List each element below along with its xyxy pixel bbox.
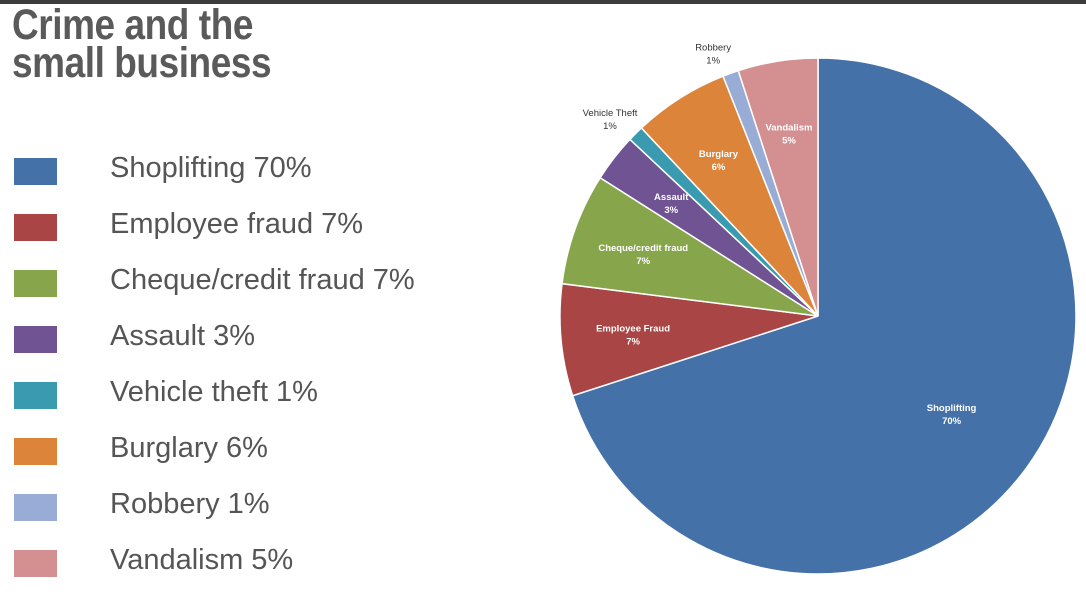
pie-labels: Shoplifting 70%Employee Fraud 7%Cheque/cre…	[583, 43, 977, 428]
slice-value: 7%	[636, 256, 650, 267]
slice-value: 1%	[603, 121, 617, 132]
legend-item-shoplifting: Shoplifting 70%	[14, 144, 534, 200]
legend-swatch	[14, 326, 57, 353]
slice-value: 1%	[706, 56, 720, 67]
legend-item-vandalism: Vandalism 5%	[14, 536, 534, 592]
slide-title: Crime and the small business	[12, 1, 272, 87]
slice-name: Assault	[654, 192, 689, 203]
pie-slice-employee-fraud	[559, 282, 819, 397]
slice-name: Vandalism	[765, 123, 812, 134]
legend-label: Vandalism 5%	[110, 544, 294, 576]
pie-slices	[559, 57, 1077, 575]
legend-item-assault: Assault 3%	[14, 312, 534, 368]
legend-label: Employee fraud 7%	[110, 208, 364, 240]
legend-swatch	[14, 550, 57, 577]
legend-item-employee-fraud: Employee fraud 7%	[14, 200, 534, 256]
legend-swatch	[14, 270, 57, 297]
legend-label: Cheque/credit fraud 7%	[110, 264, 415, 296]
slice-value: 7%	[626, 336, 640, 347]
pie-slice-vandalism	[737, 57, 819, 317]
slice-name: Vehicle Theft	[583, 108, 638, 119]
legend-swatch	[14, 158, 57, 185]
legend-swatch	[14, 438, 57, 465]
top-bar	[0, 0, 1086, 4]
slice-name: Burglary	[699, 149, 739, 160]
pie-slice-cheque-credit-fraud	[561, 176, 819, 317]
legend-label: Vehicle theft 1%	[110, 376, 318, 408]
slice-label-shoplifting: Shoplifting 70%	[927, 403, 977, 427]
legend-item-vehicle-theft: Vehicle theft 1%	[14, 368, 534, 424]
slice-label-robbery: Robbery 1%	[695, 43, 731, 67]
slice-label-assault: Assault 3%	[654, 192, 689, 216]
slice-name: Employee Fraud	[596, 323, 670, 334]
slice-label-vandalism: Vandalism 5%	[765, 123, 812, 147]
title-line-2: small business	[12, 39, 272, 87]
legend-label: Shoplifting 70%	[110, 152, 312, 184]
slice-value: 70%	[942, 416, 962, 427]
slice-value: 5%	[782, 136, 796, 147]
legend-item-burglary: Burglary 6%	[14, 424, 534, 480]
slice-value: 6%	[712, 162, 726, 173]
legend-swatch	[14, 382, 57, 409]
slice-label-burglary: Burglary 6%	[699, 149, 739, 173]
pie-slice-shoplifting	[571, 57, 1077, 575]
legend-swatch	[14, 494, 57, 521]
slice-name: Shoplifting	[927, 403, 977, 414]
legend-item-cheque-credit-fraud: Cheque/credit fraud 7%	[14, 256, 534, 312]
legend-label: Assault 3%	[110, 320, 256, 352]
slice-label-cheque-credit-fraud: Cheque/credit fraud 7%	[598, 243, 688, 267]
slice-name: Robbery	[695, 43, 731, 54]
slice-label-employee-fraud: Employee Fraud 7%	[596, 323, 670, 347]
slice-label-vehicle-theft: Vehicle Theft 1%	[583, 108, 638, 132]
pie-chart: Shoplifting 70%Employee Fraud 7%Cheque/cre…	[559, 43, 1077, 575]
title-line-1: Crime and the	[12, 1, 254, 49]
slice-name: Cheque/credit fraud	[598, 243, 688, 254]
slice-value: 3%	[664, 205, 678, 216]
legend-label: Robbery 1%	[110, 488, 270, 520]
legend-item-robbery: Robbery 1%	[14, 480, 534, 536]
legend-swatch	[14, 214, 57, 241]
legend-label: Burglary 6%	[110, 432, 268, 464]
